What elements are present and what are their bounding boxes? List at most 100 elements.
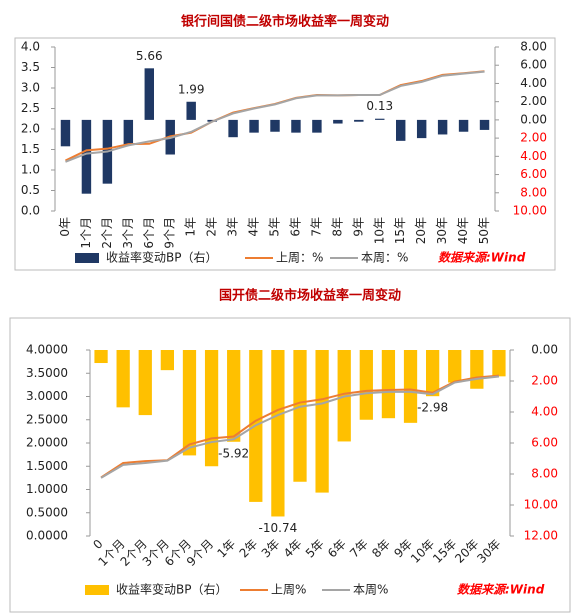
- x-tick-label: 20年: [452, 537, 481, 566]
- bar: [116, 350, 130, 408]
- y-tick-label: 3.5000: [26, 366, 68, 380]
- x-tick-label: 15年: [393, 217, 407, 244]
- bar: [186, 101, 196, 120]
- x-tick-label: 9个月: [163, 217, 177, 249]
- x-tick-label: 1年: [184, 217, 198, 237]
- chart-title: 国开债二级市场收益率一周变动: [219, 288, 401, 304]
- bar: [291, 119, 301, 133]
- x-tick-label: 50年: [477, 217, 491, 244]
- y2-tick-label: 2.00: [520, 131, 547, 145]
- x-tick-label: 8年: [369, 537, 393, 561]
- bar: [381, 350, 396, 419]
- legend-label: 收益率变动BP（右）: [106, 250, 217, 265]
- data-label: -10.74: [259, 521, 298, 535]
- y2-tick-label: 6.00: [520, 58, 547, 72]
- x-tick-label: 40年: [456, 217, 470, 244]
- line: [65, 70, 485, 162]
- bar: [470, 350, 484, 389]
- legend-label: 上周：%: [276, 251, 323, 265]
- y2-tick-label: 2.00: [520, 94, 547, 108]
- bar: [375, 118, 385, 120]
- chart-title: 银行间国债二级市场收益率一周变动: [181, 14, 389, 30]
- x-tick-label: 20年: [414, 217, 428, 244]
- bar: [228, 119, 238, 138]
- y-tick-label: 1.5000: [26, 459, 68, 473]
- x-tick-label: 0年: [58, 217, 72, 237]
- chart-frame: [9, 317, 571, 613]
- bar: [359, 350, 373, 420]
- bar: [492, 350, 506, 377]
- data-label: 0.13: [366, 99, 393, 113]
- bar: [437, 119, 448, 135]
- bar: [60, 119, 71, 147]
- y-tick-label: 4.0: [21, 40, 40, 54]
- y-tick-label: 1.0000: [26, 482, 68, 496]
- bar: [204, 350, 219, 467]
- bar: [138, 350, 152, 416]
- data-label: -2.98: [417, 401, 448, 415]
- bar: [396, 119, 406, 141]
- x-tick-label: 0: [90, 537, 105, 552]
- y-tick-label: 0.5000: [26, 505, 68, 519]
- y-tick-label: 1.0: [21, 163, 40, 177]
- y2-tick-label: 8.00: [520, 185, 547, 199]
- y2-tick-label: 0.00: [531, 343, 558, 357]
- x-tick-label: 9年: [351, 217, 365, 237]
- chart-frame: [14, 37, 556, 271]
- x-tick-label: 2个月: [100, 217, 114, 249]
- bar: [293, 350, 307, 482]
- x-tick-label: 1个月: [79, 217, 93, 249]
- legend-swatch: [75, 253, 99, 263]
- data-label: 1.99: [178, 82, 205, 96]
- x-tick-label: 7年: [309, 217, 323, 237]
- x-tick-label: 6年: [288, 217, 302, 237]
- y-tick-label: 4.0000: [26, 343, 68, 357]
- bar: [123, 119, 134, 145]
- legend-label: 本周%: [353, 583, 388, 597]
- line: [65, 70, 485, 163]
- x-tick-label: 10年: [408, 537, 437, 566]
- bar: [479, 119, 490, 130]
- y2-tick-label: 8.00: [531, 467, 558, 481]
- legend-label: 本周：%: [361, 251, 408, 265]
- x-tick-label: 4年: [281, 537, 305, 561]
- y2-tick-label: 4.00: [531, 405, 558, 419]
- bar: [160, 350, 174, 371]
- data-label: 5.66: [136, 49, 163, 63]
- x-tick-label: 2年: [205, 217, 219, 237]
- y-tick-label: 2.5: [21, 101, 40, 115]
- y2-tick-label: 10.00: [513, 204, 547, 218]
- source: 数据来源:Wind: [457, 583, 545, 597]
- y-tick-label: 3.5: [21, 60, 40, 74]
- x-tick-label: 5年: [268, 217, 282, 237]
- bar: [426, 350, 440, 397]
- legend-label: 收益率变动BP（右）: [116, 582, 227, 597]
- y-tick-label: 1.5: [21, 142, 40, 156]
- legend-label: 上周%: [271, 583, 306, 597]
- y-tick-label: 2.5000: [26, 412, 68, 426]
- x-tick-label: 15年: [430, 537, 459, 566]
- x-tick-label: 1年: [214, 537, 238, 561]
- line: [100, 375, 500, 479]
- bar: [448, 350, 462, 383]
- y2-tick-label: 6.00: [520, 167, 547, 181]
- x-tick-label: 3个月: [121, 217, 135, 249]
- y2-tick-label: 0.00: [520, 112, 547, 126]
- bar: [270, 119, 280, 132]
- y2-tick-label: 8.00: [520, 40, 547, 54]
- bar: [271, 350, 285, 517]
- x-tick-label: 5年: [303, 537, 327, 561]
- bar: [315, 350, 329, 493]
- bar: [144, 68, 154, 120]
- y2-tick-label: 4.00: [520, 76, 547, 90]
- data-label: -5.92: [218, 446, 249, 460]
- bar: [354, 119, 364, 122]
- bar: [249, 119, 259, 133]
- bar: [333, 119, 343, 124]
- bar: [94, 350, 108, 364]
- bar: [227, 350, 241, 442]
- x-tick-label: 3年: [259, 537, 283, 561]
- y-tick-label: 2.0: [21, 122, 40, 136]
- x-tick-label: 8年: [330, 217, 344, 237]
